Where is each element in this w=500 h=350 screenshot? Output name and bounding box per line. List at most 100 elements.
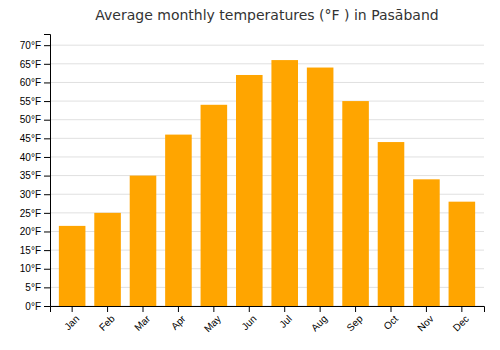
bar: [201, 105, 228, 306]
y-tick: 5°F: [25, 282, 50, 293]
grid-line: [50, 138, 484, 139]
x-tick: Apr: [169, 306, 188, 332]
x-tick: Jan: [62, 306, 81, 332]
grid-line: [50, 175, 484, 176]
x-tick-mark: [213, 306, 214, 312]
y-tick-label: 10°F: [20, 263, 41, 274]
bar: [271, 60, 298, 306]
x-tick: May: [202, 306, 223, 334]
grid-line: [50, 82, 484, 83]
x-tick-label: Sep: [344, 313, 365, 334]
y-tick: 25°F: [20, 208, 50, 219]
y-tick-mark: [44, 269, 50, 270]
y-tick-label: 20°F: [20, 226, 41, 237]
y-tick-label: 70°F: [20, 40, 41, 51]
bar: [449, 202, 476, 306]
x-tick-mark: [320, 306, 321, 312]
x-tick-mark: [461, 306, 462, 312]
x-tick: Jul: [277, 306, 294, 330]
x-tick-label: Mar: [132, 313, 152, 333]
x-tick-label: Apr: [169, 313, 188, 332]
x-tick-label: Oct: [381, 313, 400, 332]
y-tick-label: 0°F: [25, 301, 41, 312]
y-tick-mark: [44, 250, 50, 251]
y-tick: 55°F: [20, 96, 50, 107]
x-tick-mark: [107, 306, 108, 312]
y-tick: 70°F: [20, 40, 50, 51]
y-tick: 0°F: [25, 301, 50, 312]
x-axis-line: [51, 307, 485, 313]
x-tick-mark: [178, 306, 179, 312]
y-tick-label: 15°F: [20, 245, 41, 256]
y-tick: 45°F: [20, 133, 50, 144]
grid-line: [50, 63, 484, 64]
y-tick-mark: [44, 138, 50, 139]
x-tick: Dec: [451, 306, 471, 333]
y-tick-mark: [44, 287, 50, 288]
x-tick: Nov: [415, 306, 435, 333]
y-tick: 50°F: [20, 114, 50, 125]
x-tick-label: Nov: [415, 313, 435, 333]
x-tick-mark: [284, 306, 285, 312]
bar: [307, 68, 334, 306]
y-tick-label: 5°F: [25, 282, 41, 293]
x-tick-label: Aug: [309, 313, 329, 333]
y-tick-mark: [44, 157, 50, 158]
bar: [342, 101, 369, 306]
bar: [413, 179, 440, 306]
y-axis-line: [44, 35, 51, 307]
x-tick-label: May: [202, 313, 223, 334]
y-tick-label: 45°F: [20, 133, 41, 144]
bar: [130, 176, 157, 306]
x-tick-label: Jun: [239, 313, 258, 332]
x-tick-mark: [72, 306, 73, 312]
y-tick-mark: [44, 306, 50, 307]
x-tick: Aug: [309, 306, 329, 333]
grid-line: [50, 101, 484, 102]
y-axis: 0°F 5°F 10°F 15°F 20°F 25°F 30°F 35°F 40°F 45°F 50…: [20, 35, 51, 312]
y-tick: 30°F: [20, 189, 50, 200]
grid: [50, 45, 484, 306]
y-tick-label: 55°F: [20, 96, 41, 107]
chart-svg: 0°F 5°F 10°F 15°F 20°F 25°F 30°F 35°F 40°F 45°F 50…: [0, 0, 500, 350]
y-tick-label: 35°F: [20, 170, 41, 181]
title: Average monthly temperatures (°F ) in Pa…: [95, 7, 438, 23]
x-tick: Sep: [344, 306, 365, 333]
y-tick: 10°F: [20, 263, 50, 274]
bar: [236, 75, 263, 306]
x-axis: Jan Feb Mar Apr May Jun Jul Aug Sep Oct Nov Dec: [51, 306, 485, 334]
y-tick-mark: [44, 64, 50, 65]
y-tick: 40°F: [20, 152, 50, 163]
grid-line: [50, 156, 484, 157]
x-tick: Jun: [239, 306, 258, 332]
x-tick-label: Jul: [277, 313, 294, 330]
x-tick-mark: [143, 306, 144, 312]
bar: [94, 213, 121, 306]
y-tick: 20°F: [20, 226, 50, 237]
x-tick: Oct: [381, 306, 400, 332]
x-tick-label: Jan: [62, 313, 81, 332]
x-tick-mark: [391, 306, 392, 312]
y-tick-label: 50°F: [20, 114, 41, 125]
y-tick: 60°F: [20, 77, 50, 88]
y-tick-mark: [44, 213, 50, 214]
y-tick-label: 60°F: [20, 77, 41, 88]
x-tick-label: Dec: [451, 313, 471, 333]
y-tick-mark: [44, 45, 50, 46]
y-tick: 15°F: [20, 245, 50, 256]
y-tick: 65°F: [20, 59, 50, 70]
y-tick-mark: [44, 176, 50, 177]
grid-line: [50, 119, 484, 120]
chart-container: 0°F 5°F 10°F 15°F 20°F 25°F 30°F 35°F 40°F 45°F 50…: [0, 0, 500, 350]
x-tick-mark: [355, 306, 356, 312]
y-tick-mark: [44, 101, 50, 102]
x-tick: Feb: [97, 306, 117, 333]
y-tick: 35°F: [20, 170, 50, 181]
y-tick-mark: [44, 231, 50, 232]
bar: [59, 226, 86, 306]
y-tick-mark: [44, 82, 50, 83]
bar: [378, 142, 405, 306]
bar: [165, 135, 192, 306]
grid-line: [50, 45, 484, 46]
x-tick-mark: [249, 306, 250, 312]
